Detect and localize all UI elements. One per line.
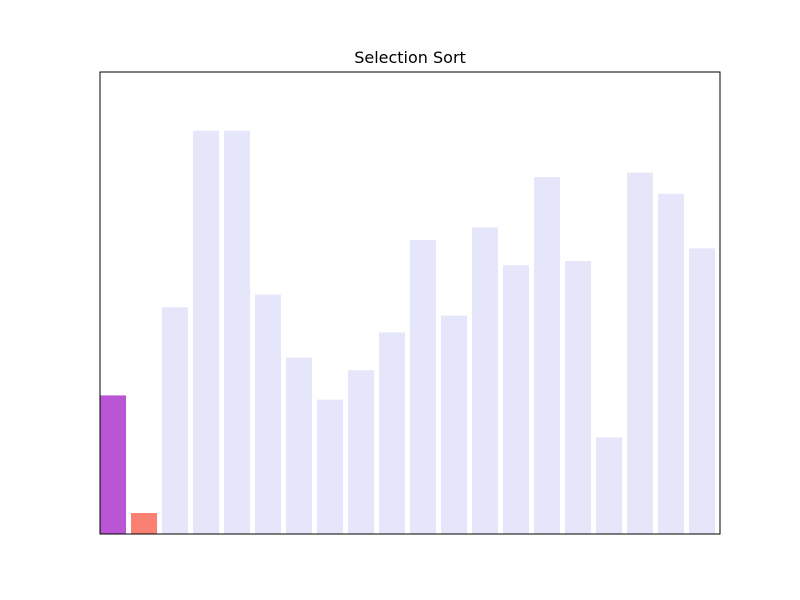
bar-12 [472, 227, 499, 534]
bar-3 [193, 130, 220, 535]
bar-13 [503, 265, 530, 534]
bar-17 [627, 172, 654, 535]
bar-4 [224, 130, 251, 535]
bar-18 [658, 193, 685, 535]
bars-group [100, 130, 716, 535]
plot-frame [99, 71, 721, 535]
bar-10 [410, 240, 437, 534]
bar-6 [286, 357, 313, 534]
bar-2 [162, 307, 189, 534]
bar-16 [596, 437, 623, 534]
bar-14 [534, 177, 561, 534]
bar-15 [565, 261, 592, 534]
bar-11 [441, 315, 468, 534]
chart-title: Selection Sort [354, 48, 466, 67]
bar-1 [131, 513, 158, 534]
bar-19 [689, 248, 716, 534]
bar-5 [255, 294, 282, 534]
bar-9 [379, 332, 406, 534]
bar-0 [100, 395, 127, 534]
bar-8 [348, 370, 375, 534]
bar-7 [317, 399, 344, 534]
